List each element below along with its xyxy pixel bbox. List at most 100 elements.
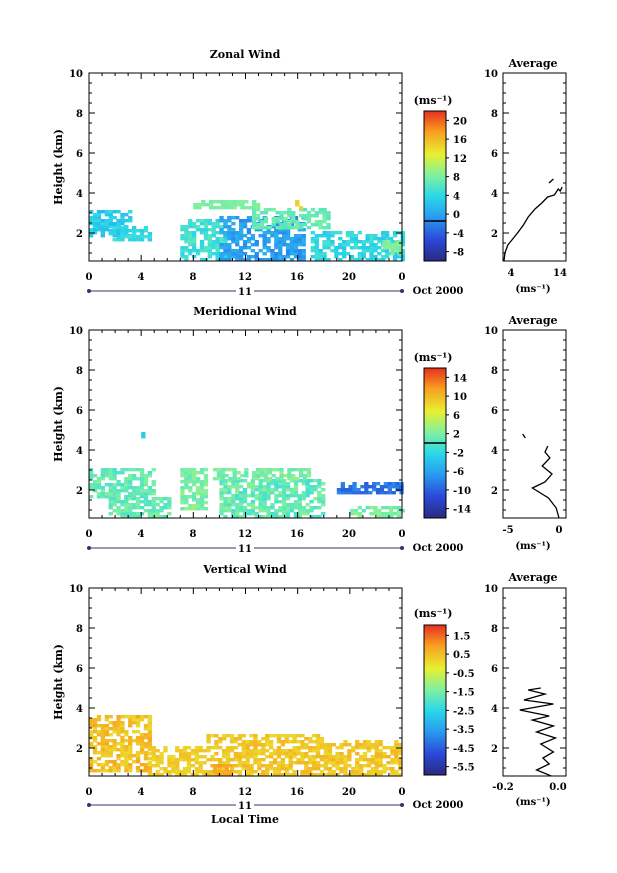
heatmap-cell (120, 763, 125, 767)
heatmap-cell (195, 504, 201, 508)
heatmap-cell (182, 746, 188, 750)
heatmap-cell (252, 477, 257, 481)
avg-y-tick-label: 8 (491, 624, 498, 635)
heatmap-cell (242, 240, 248, 244)
heatmap-cell (225, 758, 231, 762)
heatmap-cell (147, 489, 153, 493)
heatmap-cell (223, 500, 228, 504)
heatmap-cell (309, 509, 314, 513)
heatmap-cell (116, 222, 121, 226)
heatmap-cell (253, 740, 258, 744)
heatmap-cell (300, 770, 305, 774)
heatmap-cell (252, 220, 257, 224)
heatmap-cell (116, 497, 121, 501)
heatmap-cell (143, 480, 149, 484)
heatmap-cell (378, 758, 383, 762)
heatmap-cell (179, 752, 184, 756)
heatmap-cell (139, 235, 145, 239)
heatmap-cell (374, 773, 379, 777)
heatmap-cell (199, 240, 205, 244)
heatmap-cell (180, 507, 185, 511)
heatmap-cell (272, 734, 278, 738)
heatmap-cell (108, 769, 113, 773)
heatmap-cell (297, 506, 303, 510)
heatmap-cell (135, 721, 141, 725)
heatmap-cell (331, 773, 336, 777)
heatmap-cell (258, 515, 263, 519)
heatmap-cell (355, 767, 360, 771)
heatmap-cell (255, 471, 261, 475)
heatmap-cell (235, 512, 240, 516)
heatmap-cell (167, 755, 172, 759)
heatmap-cell (203, 249, 209, 253)
heatmap-cell (282, 503, 287, 507)
heatmap-cell (175, 758, 180, 762)
heatmap-cell (283, 223, 288, 227)
heatmap-cell (262, 243, 267, 247)
zonal-heatmap-cells (89, 200, 406, 262)
heatmap-cell (262, 234, 267, 238)
heatmap-cell (104, 210, 110, 214)
heatmap-cell (249, 743, 254, 747)
heatmap-cell (167, 497, 172, 501)
heatmap-cell (192, 237, 197, 241)
heatmap-cell (116, 492, 121, 496)
meridional-avg-unit: (ms⁻¹) (515, 541, 550, 552)
heatmap-cell (135, 766, 141, 770)
meridional-date-label: Oct 2000 (413, 543, 464, 554)
heatmap-cell (313, 488, 318, 492)
heatmap-cell (315, 749, 321, 753)
heatmap-cell (322, 246, 327, 250)
heatmap-cell (124, 229, 129, 233)
heatmap-cell (195, 498, 201, 502)
heatmap-cell (112, 471, 117, 475)
heatmap-cell (205, 203, 210, 207)
zonal-avg-unit: (ms⁻¹) (515, 284, 550, 295)
heatmap-cell (342, 255, 347, 259)
heatmap-cell (390, 749, 395, 753)
heatmap-cell (120, 730, 125, 734)
heatmap-cell (236, 471, 241, 475)
heatmap-cell (252, 226, 257, 230)
heatmap-cell (233, 755, 239, 759)
heatmap-cell (182, 749, 188, 753)
heatmap-cell (295, 220, 300, 224)
heatmap-cell (222, 752, 227, 756)
heatmap-cell (287, 208, 292, 212)
heatmap-cell (132, 492, 137, 496)
heatmap-cell (276, 773, 282, 777)
heatmap-cell (365, 249, 370, 253)
zonal-xtick-20: 20 (342, 272, 356, 283)
heatmap-cell (306, 474, 312, 478)
heatmap-cell (108, 748, 113, 752)
heatmap-cell (195, 501, 201, 505)
heatmap-cell (304, 770, 309, 774)
heatmap-cell (366, 758, 372, 762)
heatmap-cell (245, 746, 250, 750)
heatmap-cell (262, 231, 267, 235)
heatmap-cell (392, 234, 398, 238)
heatmap-cell (212, 770, 218, 774)
heatmap-cell (128, 515, 133, 519)
heatmap-cell (151, 506, 156, 510)
heatmap-cell (292, 761, 297, 765)
heatmap-cell (143, 509, 149, 513)
heatmap-cell (197, 206, 202, 210)
colorbar-tick-label: 0.5 (453, 650, 470, 661)
heatmap-cell (361, 246, 366, 250)
heatmap-cell (345, 252, 351, 256)
heatmap-cell (296, 752, 301, 756)
heatmap-cell (132, 489, 137, 493)
heatmap-cell (278, 246, 283, 250)
heatmap-cell (220, 206, 226, 210)
heatmap-cell (381, 512, 386, 516)
heatmap-cell (224, 468, 229, 472)
heatmap-cell (301, 258, 306, 262)
heatmap-cell (249, 767, 254, 771)
heatmap-cell (374, 755, 379, 759)
heatmap-cell (301, 509, 306, 513)
heatmap-cell (116, 763, 121, 767)
heatmap-cell (261, 770, 266, 774)
heatmap-cell (143, 495, 149, 499)
